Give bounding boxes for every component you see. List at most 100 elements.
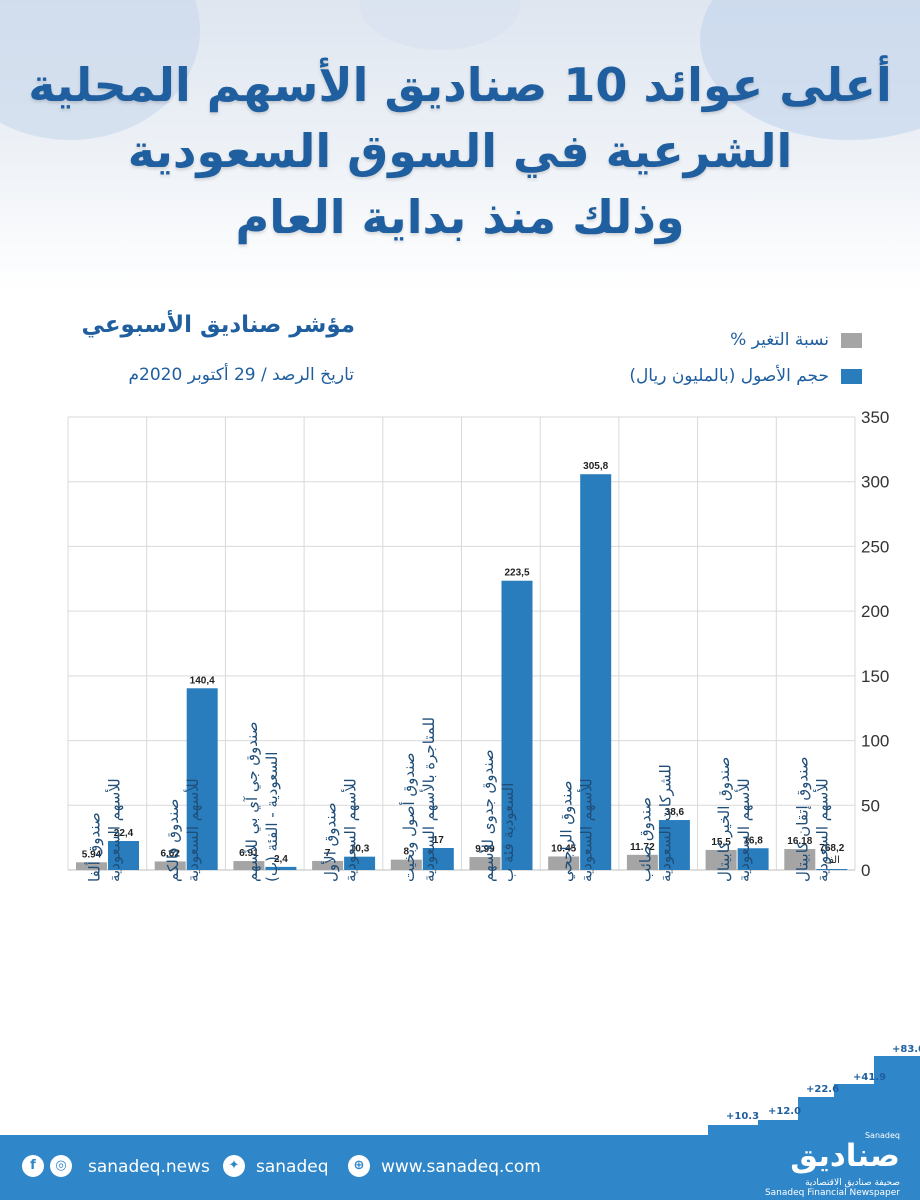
- facebook-icon[interactable]: f: [22, 1155, 44, 1177]
- legend-change-label: نسبة التغير %: [730, 330, 829, 350]
- legend-swatch-assets: [841, 368, 862, 384]
- assets-value-label: 16,8: [743, 835, 763, 846]
- stair-label: +22.6: [806, 1084, 840, 1095]
- category-label-line: صندوق جي آي بي للأسهم: [242, 722, 262, 882]
- y-tick-label: 250: [861, 537, 889, 556]
- assets-bar: [422, 847, 454, 870]
- assets-bar: [108, 841, 139, 870]
- observation-date: تاريخ الرصد / 29 أكتوبر 2020م: [128, 365, 355, 385]
- assets-bar: [658, 820, 690, 870]
- brand-logo: صناديق: [790, 1138, 900, 1174]
- category-label-line: للأسهم السعودية: [734, 778, 753, 882]
- legend-swatch-change: [841, 332, 862, 348]
- category-label-line: للشركات السعودية: [656, 764, 674, 882]
- category-label: صندوق فالكم للأسهم السعودية: [164, 778, 202, 882]
- y-tick-label: 350: [861, 408, 889, 427]
- stair-step: [708, 1125, 758, 1135]
- website-link[interactable]: www.sanadeq.com: [381, 1157, 541, 1177]
- category-label-line: للأسهم السعودية: [577, 778, 596, 882]
- change-value-label: 15.5: [711, 837, 731, 848]
- category-label-text: صندوق صائب للشركات السعودية: [636, 764, 674, 882]
- category-label-line: للأسهم السعودية: [183, 778, 202, 882]
- category-label-text: صندوق فالكم للأسهم السعودية: [164, 778, 202, 882]
- change-bar: [784, 849, 816, 870]
- category-label-line: صندوق الراجحي: [558, 781, 577, 882]
- change-value-label: 7: [325, 848, 331, 859]
- category-label-line: للأسهم السعودية: [813, 778, 832, 882]
- category-label-text: صندوق ألفا للأسهم السعودية: [84, 778, 123, 882]
- category-label-line: صندوق صائب: [636, 797, 654, 882]
- assets-bar: [816, 869, 848, 871]
- category-label: صندوق الخير كابيتال للأسهم السعودية: [715, 757, 753, 882]
- change-bar: [390, 859, 422, 870]
- stair-label: +10.3: [726, 1111, 760, 1122]
- assets-bar: [186, 688, 218, 870]
- category-label: صندوق إتقان كابيتال للأسهم السعودية: [794, 757, 832, 882]
- social-handle[interactable]: sanadeq.news: [88, 1157, 210, 1177]
- category-label: صندوق ألفا للأسهم السعودية: [84, 778, 123, 882]
- category-label: صندوق جدوى للأسهم السعودية فئة ب: [478, 749, 517, 882]
- instagram-icon[interactable]: ◎: [50, 1155, 72, 1177]
- category-label: صندوق أصول وبخيت للمتاجرة بالأسهم السعودي…: [399, 717, 438, 882]
- y-tick-label: 150: [861, 667, 889, 686]
- category-label-line: للأسهم السعودية: [104, 778, 123, 882]
- assets-bar: [344, 856, 376, 870]
- change-value-label: 6.91: [239, 848, 259, 859]
- assets-bar: [501, 580, 533, 870]
- footer-bar: [0, 1135, 920, 1200]
- category-label: صندوق الأول للأسهم السعودية: [320, 778, 359, 882]
- change-value-label: 5.94: [82, 849, 102, 860]
- category-label: صندوق الراجحي للأسهم السعودية: [558, 778, 596, 882]
- category-label-line: صندوق الأول: [320, 802, 339, 882]
- logo-subtitle: صحيفة صناديق الاقتصادية Sanadeq Financia…: [765, 1178, 900, 1198]
- twitter-handle[interactable]: sanadeq: [256, 1157, 329, 1177]
- change-bar: [626, 854, 658, 870]
- stair-label: +41.9: [853, 1072, 887, 1083]
- category-label-line: السعودية - الفئة (ب): [263, 752, 281, 882]
- assets-value-label: 140,4: [190, 675, 215, 686]
- y-tick-label: 0: [861, 861, 870, 880]
- page-title-line-1: أعلى عوائد 10 صناديق الأسهم المحلية: [28, 58, 892, 112]
- stair-step: [758, 1120, 798, 1135]
- chart-subtitle: مؤشر صناديق الأسبوعي: [81, 312, 355, 338]
- category-label-text: صندوق جدوى للأسهم السعودية فئة ب: [478, 749, 517, 882]
- assets-bar: [737, 848, 769, 870]
- assets-value-label: 10,3: [350, 844, 370, 855]
- category-label-line: صندوق الخير كابيتال: [715, 757, 733, 882]
- category-label-line: صندوق جدوى للأسهم: [478, 749, 497, 882]
- change-value-label: 9.99: [475, 844, 495, 855]
- category-label-line: صندوق إتقان كابيتال: [794, 757, 812, 882]
- legend-assets-label: حجم الأصول (بالمليون ريال): [629, 366, 829, 386]
- y-tick-label: 200: [861, 602, 889, 621]
- assets-bar: [580, 474, 612, 870]
- category-label-text: صندوق أصول وبخيت للمتاجرة بالأسهم السعودي…: [399, 717, 438, 882]
- category-label-line: صندوق ألفا: [84, 812, 103, 882]
- change-bar: [154, 861, 186, 870]
- logo-subtitle-en: Sanadeq Financial Newspaper: [764, 1188, 900, 1198]
- change-bar: [312, 860, 344, 870]
- assets-value-label: 223,5: [504, 568, 529, 579]
- assets-unit-label: الف: [824, 855, 840, 866]
- assets-bar: [265, 866, 297, 870]
- category-label-line: للأسهم السعودية: [340, 778, 359, 882]
- logo-subtitle-ar: صحيفة صناديق الاقتصادية: [805, 1178, 900, 1188]
- globe-icon[interactable]: ⊕: [348, 1155, 370, 1177]
- assets-value-label: 17: [433, 835, 445, 846]
- logo-tag: Sanadeq: [864, 1131, 900, 1140]
- change-bar: [469, 857, 501, 870]
- change-value-label: 8: [404, 847, 410, 858]
- category-label-line: السعودية فئة ب: [499, 783, 517, 882]
- twitter-icon[interactable]: ✦: [223, 1155, 245, 1177]
- category-label-line: صندوق أصول وبخيت: [399, 753, 418, 882]
- legend-change: نسبة التغير %: [730, 330, 862, 350]
- y-tick-label: 300: [861, 473, 889, 492]
- change-bar: [233, 861, 265, 870]
- change-bar: [548, 856, 580, 870]
- y-tick-label: 100: [861, 732, 889, 751]
- change-value-label: 16.18: [787, 836, 812, 847]
- category-label-text: صندوق الأول للأسهم السعودية: [320, 778, 359, 882]
- category-label-text: صندوق إتقان كابيتال للأسهم السعودية: [794, 757, 832, 882]
- category-label: صندوق جي آي بي للأسهم السعودية - الفئة (ب…: [242, 722, 281, 882]
- page-title-line-3: وذلك منذ بداية العام: [235, 190, 685, 244]
- y-tick-label: 50: [861, 796, 880, 815]
